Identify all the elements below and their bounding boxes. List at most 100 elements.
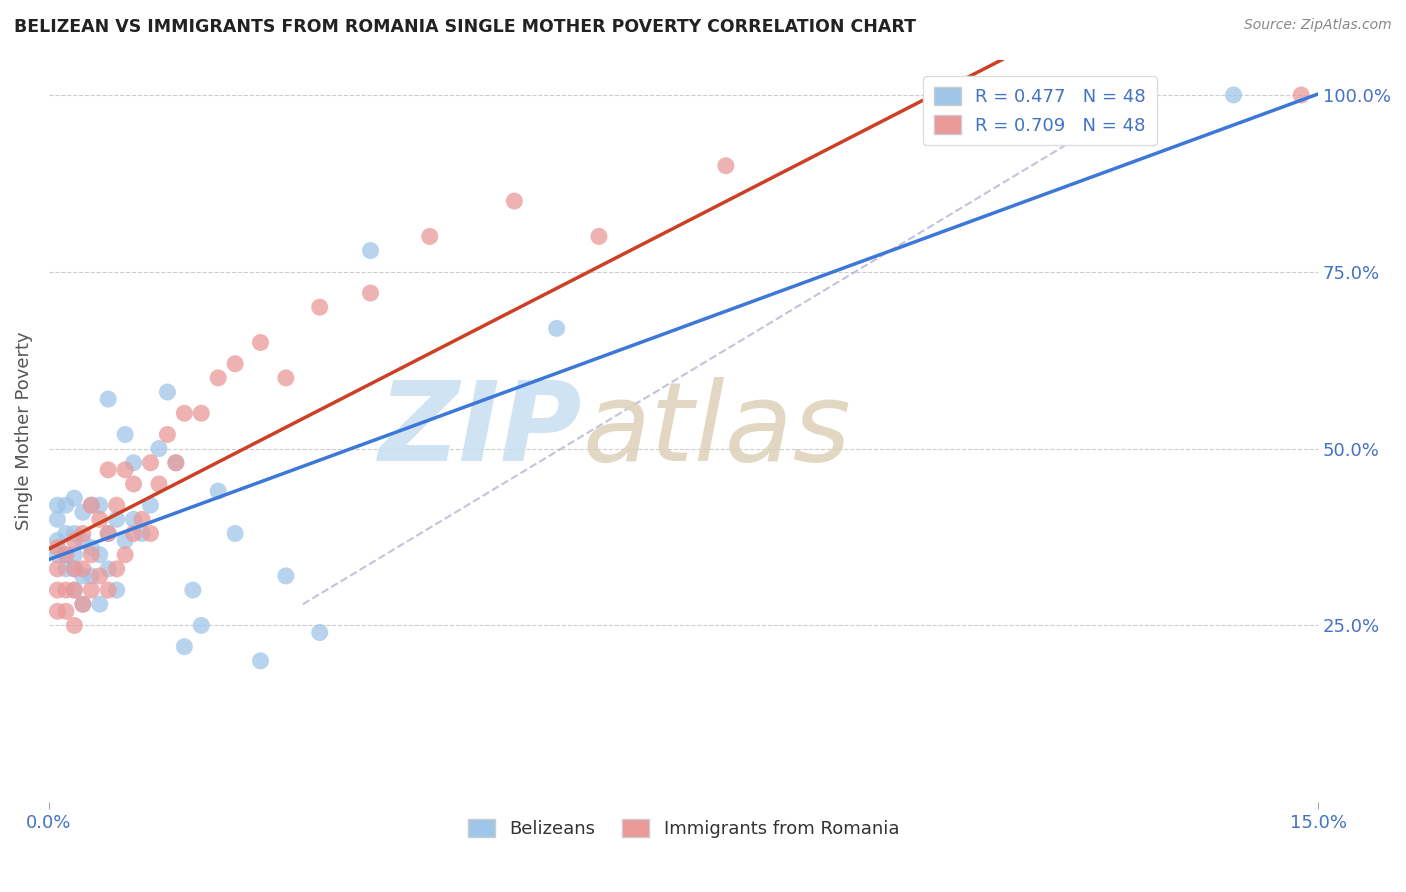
Point: [207, 484, 229, 499]
Point: [72, 526, 94, 541]
Point: [122, 456, 145, 470]
Point: [165, 456, 187, 470]
Text: ZIP: ZIP: [378, 377, 582, 484]
Point: [190, 618, 212, 632]
Point: [148, 477, 170, 491]
Point: [97, 583, 120, 598]
Point: [55, 498, 77, 512]
Point: [714, 159, 737, 173]
Point: [360, 244, 382, 258]
Point: [224, 357, 246, 371]
Point: [55, 562, 77, 576]
Point: [97, 463, 120, 477]
Point: [122, 512, 145, 526]
Point: [46, 604, 69, 618]
Point: [89, 569, 111, 583]
Point: [156, 427, 179, 442]
Point: [224, 526, 246, 541]
Point: [46, 562, 69, 576]
Point: [55, 548, 77, 562]
Point: [55, 526, 77, 541]
Point: [360, 285, 382, 300]
Point: [114, 533, 136, 548]
Point: [55, 604, 77, 618]
Point: [503, 194, 526, 208]
Point: [80, 541, 103, 555]
Point: [55, 548, 77, 562]
Point: [72, 597, 94, 611]
Point: [80, 583, 103, 598]
Point: [105, 562, 128, 576]
Point: [249, 335, 271, 350]
Point: [89, 498, 111, 512]
Point: [97, 392, 120, 406]
Point: [308, 300, 330, 314]
Point: [46, 533, 69, 548]
Point: [89, 597, 111, 611]
Point: [46, 548, 69, 562]
Point: [63, 548, 86, 562]
Point: [72, 562, 94, 576]
Point: [274, 371, 297, 385]
Text: Source: ZipAtlas.com: Source: ZipAtlas.com: [1244, 18, 1392, 32]
Point: [156, 384, 179, 399]
Point: [89, 512, 111, 526]
Legend: Belizeans, Immigrants from Romania: Belizeans, Immigrants from Romania: [461, 812, 907, 846]
Point: [63, 533, 86, 548]
Point: [308, 625, 330, 640]
Point: [105, 498, 128, 512]
Point: [97, 526, 120, 541]
Point: [46, 512, 69, 526]
Point: [46, 541, 69, 555]
Point: [55, 583, 77, 598]
Point: [165, 456, 187, 470]
Point: [72, 597, 94, 611]
Point: [63, 562, 86, 576]
Point: [72, 533, 94, 548]
Point: [63, 618, 86, 632]
Point: [114, 548, 136, 562]
Point: [139, 456, 162, 470]
Point: [63, 526, 86, 541]
Point: [63, 583, 86, 598]
Point: [173, 406, 195, 420]
Point: [190, 406, 212, 420]
Point: [207, 371, 229, 385]
Point: [249, 654, 271, 668]
Point: [122, 477, 145, 491]
Point: [105, 583, 128, 598]
Point: [72, 569, 94, 583]
Point: [46, 498, 69, 512]
Point: [97, 562, 120, 576]
Point: [114, 427, 136, 442]
Point: [181, 583, 204, 598]
Point: [80, 569, 103, 583]
Point: [139, 498, 162, 512]
Point: [80, 498, 103, 512]
Point: [80, 498, 103, 512]
Point: [122, 526, 145, 541]
Point: [588, 229, 610, 244]
Point: [546, 321, 568, 335]
Point: [131, 512, 153, 526]
Text: atlas: atlas: [582, 377, 851, 484]
Point: [274, 569, 297, 583]
Y-axis label: Single Mother Poverty: Single Mother Poverty: [15, 332, 32, 530]
Point: [97, 526, 120, 541]
Point: [46, 583, 69, 598]
Point: [80, 548, 103, 562]
Point: [419, 229, 441, 244]
Point: [63, 562, 86, 576]
Point: [1289, 87, 1312, 102]
Point: [63, 583, 86, 598]
Point: [63, 491, 86, 505]
Point: [1222, 87, 1244, 102]
Point: [148, 442, 170, 456]
Point: [89, 548, 111, 562]
Point: [114, 463, 136, 477]
Point: [173, 640, 195, 654]
Point: [139, 526, 162, 541]
Point: [969, 87, 991, 102]
Point: [72, 505, 94, 519]
Point: [131, 526, 153, 541]
